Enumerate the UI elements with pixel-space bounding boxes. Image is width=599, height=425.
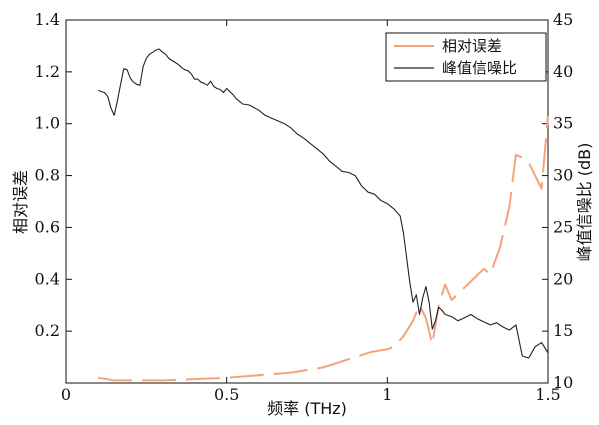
y-right-tick-label: 20 (553, 269, 573, 288)
y-left-axis-title-group: 相对误差 (11, 170, 30, 234)
series-layer (97, 48, 549, 382)
y-right-tick-label: 35 (553, 114, 573, 133)
x-tick-label: 1.5 (535, 385, 560, 404)
x-tick-label: 0 (61, 385, 71, 404)
x-axis-title: 频率 (THz) (267, 399, 347, 418)
axis-ticks: 0 0.5 1 1.5 0.2 0.4 0.6 0.8 1.0 1.2 1.4 10 15 20 25 30 3… (35, 10, 574, 404)
y-right-tick-label: 10 (553, 373, 573, 392)
y-left-tick-label: 1.2 (35, 62, 60, 81)
y-right-axis-title: 峰值信噪比 (dB) (575, 143, 594, 262)
x-axis-title-group: 频率 (THz) (267, 399, 347, 418)
y-left-tick-label: 0.6 (35, 217, 60, 236)
legend-box (385, 32, 547, 82)
plot-area: 0 0.5 1 1.5 0.2 0.4 0.6 0.8 1.0 1.2 1.4 10 15 20 25 30 3… (35, 10, 574, 404)
y-right-axis-title-group: 峰值信噪比 (dB) (575, 143, 594, 262)
series-line-relative-error (97, 115, 549, 382)
legend: 相对误差 峰值信噪比 (385, 32, 547, 82)
y-left-tick-label: 0.4 (35, 269, 60, 288)
series-line-psnr (97, 48, 549, 359)
y-left-tick-label: 1.0 (35, 114, 60, 133)
legend-label-relative-error: 相对误差 (442, 37, 502, 55)
y-left-tick-label: 0.2 (35, 321, 60, 340)
x-tick-label: 1 (382, 385, 392, 404)
y-right-tick-label: 30 (553, 166, 573, 185)
x-tick-label: 0.5 (214, 385, 239, 404)
y-left-axis-title: 相对误差 (11, 170, 30, 234)
y-right-tick-label: 40 (553, 62, 573, 81)
y-left-tick-label: 1.4 (35, 10, 60, 29)
y-right-tick-label: 15 (553, 321, 573, 340)
y-right-tick-label: 45 (553, 10, 573, 29)
legend-label-psnr: 峰值信噪比 (442, 59, 517, 77)
y-left-tick-label: 0.8 (35, 166, 60, 185)
y-right-tick-label: 25 (553, 217, 573, 236)
plot-frame (65, 19, 549, 384)
